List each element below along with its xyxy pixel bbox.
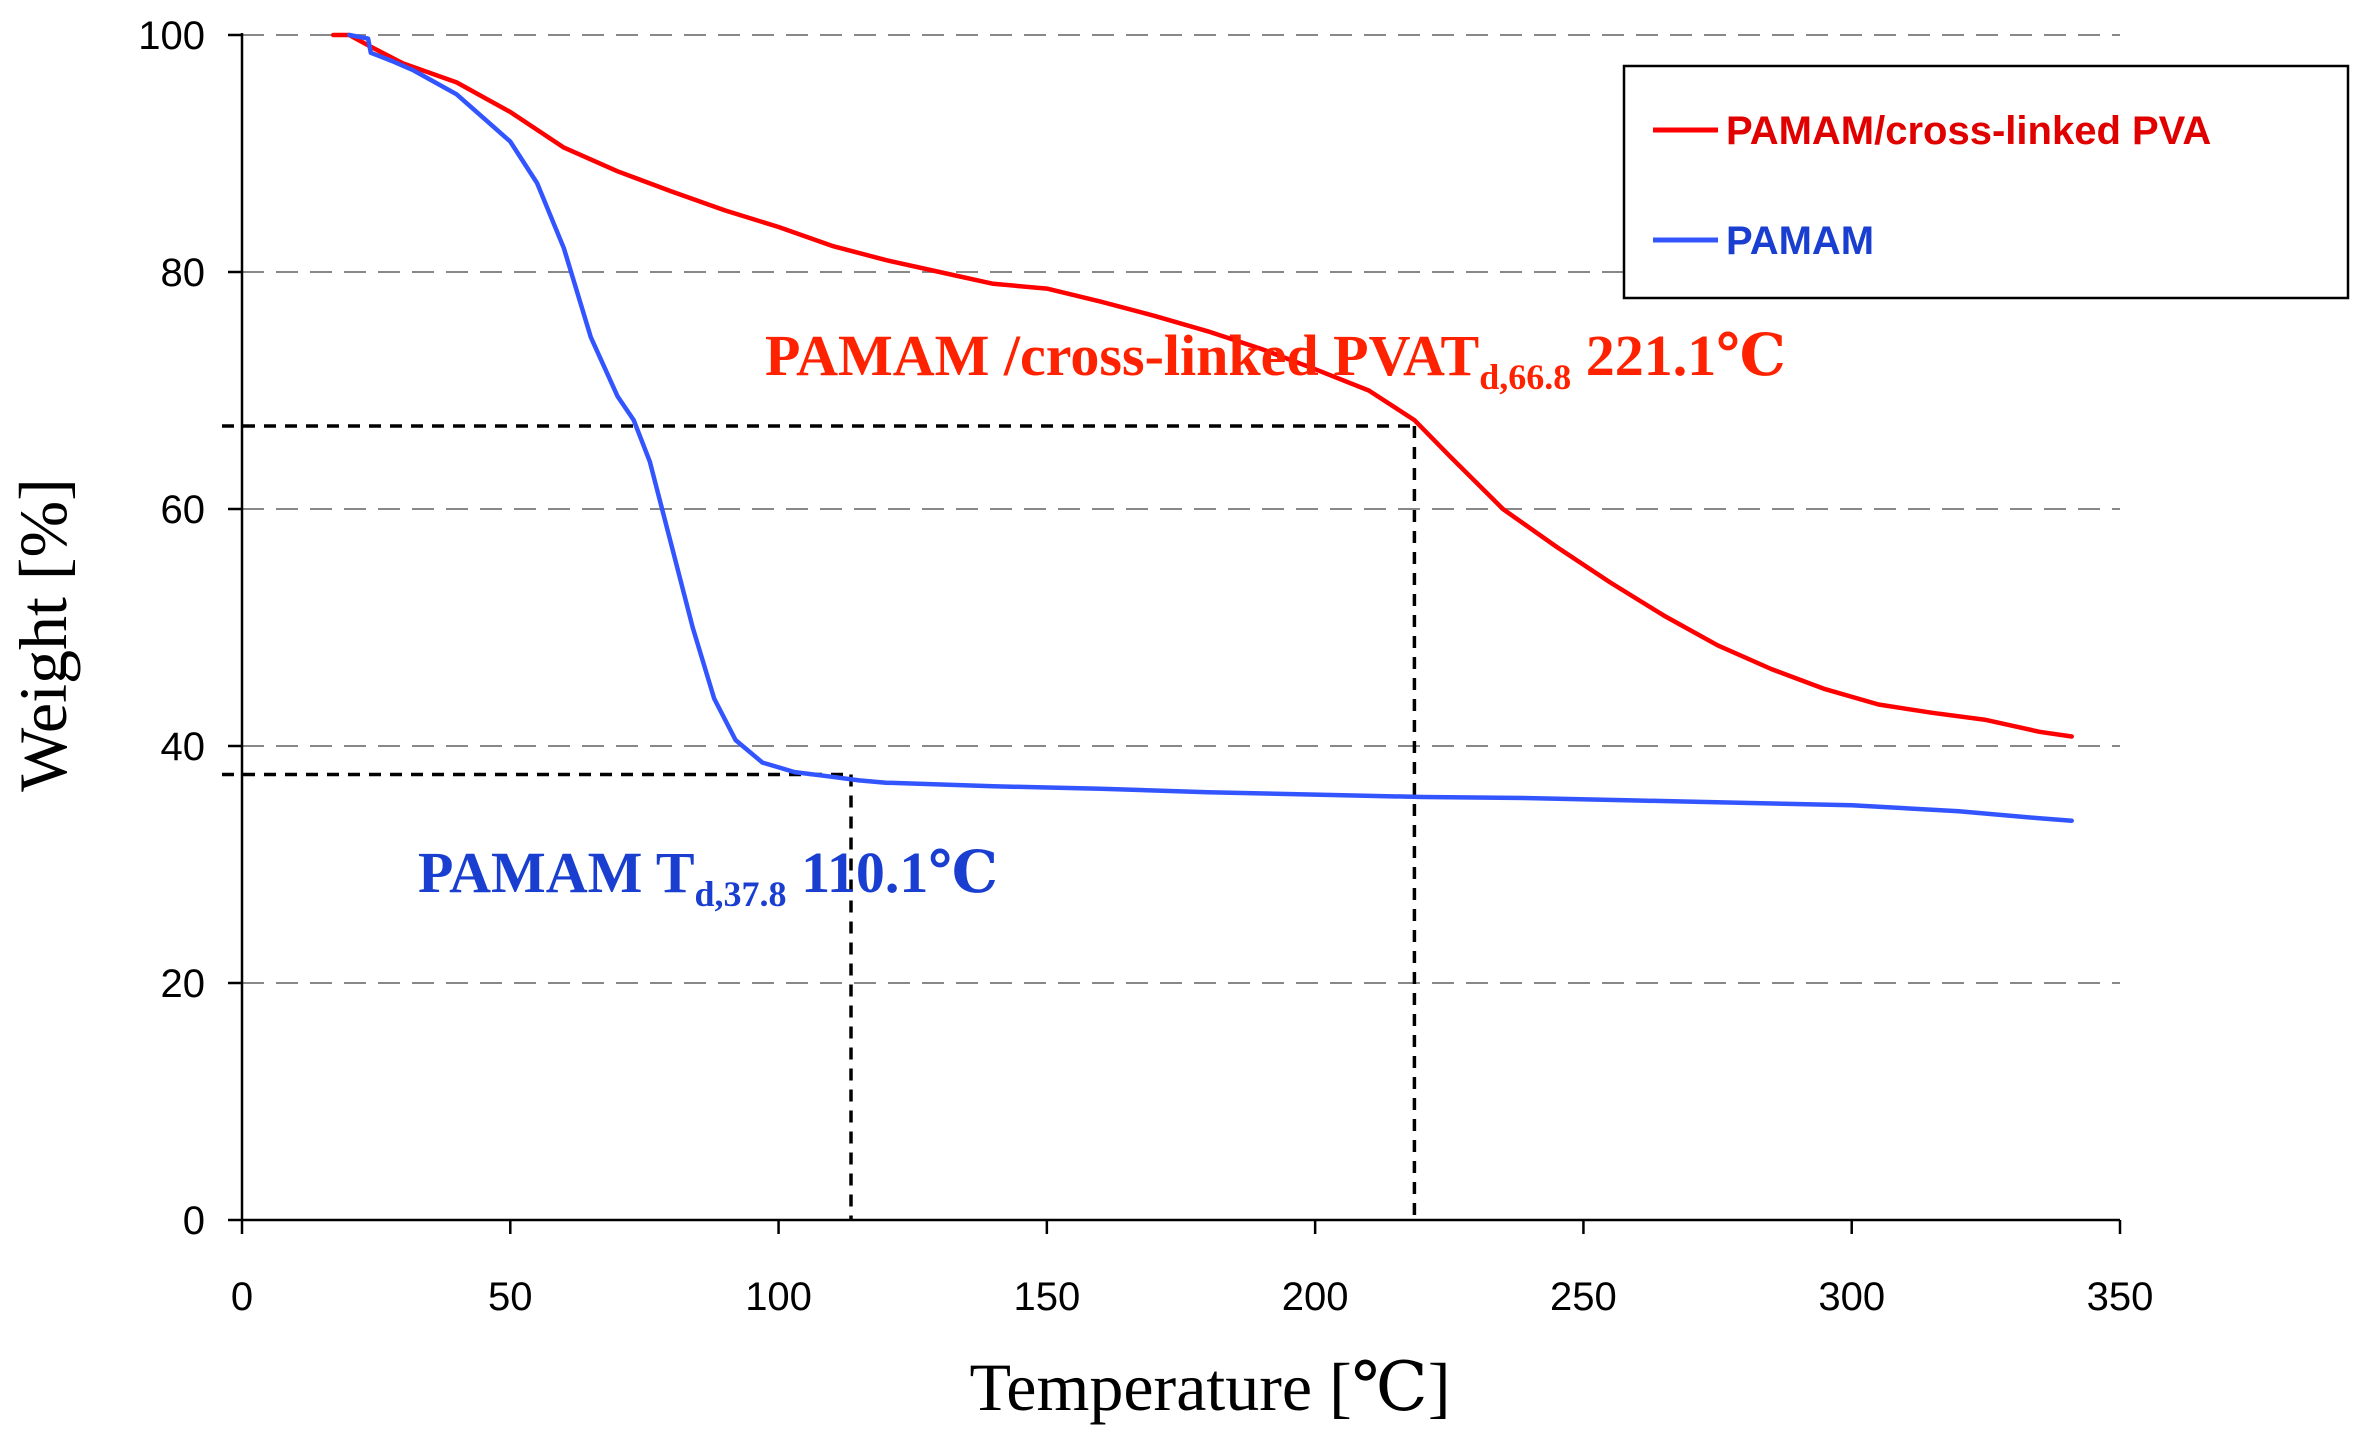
legend-label-pamam-cross-linked-pva: PAMAM/cross-linked PVA [1726, 109, 2211, 153]
x-tick-label-300: 300 [1818, 1275, 1885, 1319]
x-tick-label-150: 150 [1013, 1275, 1080, 1319]
gridlines [242, 34, 2120, 984]
x-tick-label-200: 200 [1282, 1275, 1349, 1319]
annotations: PAMAM /cross-linked PVATd,66.8 221.1℃ PAM… [418, 323, 1786, 914]
series-line-pamam [347, 32, 2074, 823]
x-tick-label-350: 350 [2087, 1275, 2154, 1319]
x-tick-label-0: 0 [231, 1275, 253, 1319]
x-tick-label-250: 250 [1550, 1275, 1617, 1319]
y-tick-label-100: 100 [138, 14, 205, 58]
y-tick-label-20: 20 [161, 962, 206, 1006]
y-tick-label-0: 0 [183, 1199, 205, 1243]
guide-lines [222, 424, 1417, 1220]
tick-labels: 0 50 100 150 200 250 300 350 0 20 40 60 80 100 [138, 14, 2153, 1319]
y-tick-label-60: 60 [161, 488, 206, 532]
x-axis-label: Temperature [℃] [970, 1349, 1451, 1425]
legend: PAMAM/cross-linked PVA PAMAM [1622, 64, 2350, 300]
y-tick-label-40: 40 [161, 725, 206, 769]
x-tick-label-50: 50 [488, 1275, 533, 1319]
legend-box [1622, 64, 2350, 300]
y-axis-label: Weight [%] [5, 478, 81, 792]
annotation-0: PAMAM /cross-linked PVATd,66.8 221.1℃ [765, 323, 1786, 397]
series-lines [330, 32, 2074, 823]
y-tick-label-80: 80 [161, 251, 206, 295]
axes [228, 33, 2122, 1234]
x-tick-label-100: 100 [745, 1275, 812, 1319]
legend-label-pamam: PAMAM [1726, 219, 1874, 263]
series-line-pamam-cross-linked-pva [330, 32, 2074, 739]
annotation-1: PAMAM Td,37.8 110.1℃ [418, 840, 998, 914]
